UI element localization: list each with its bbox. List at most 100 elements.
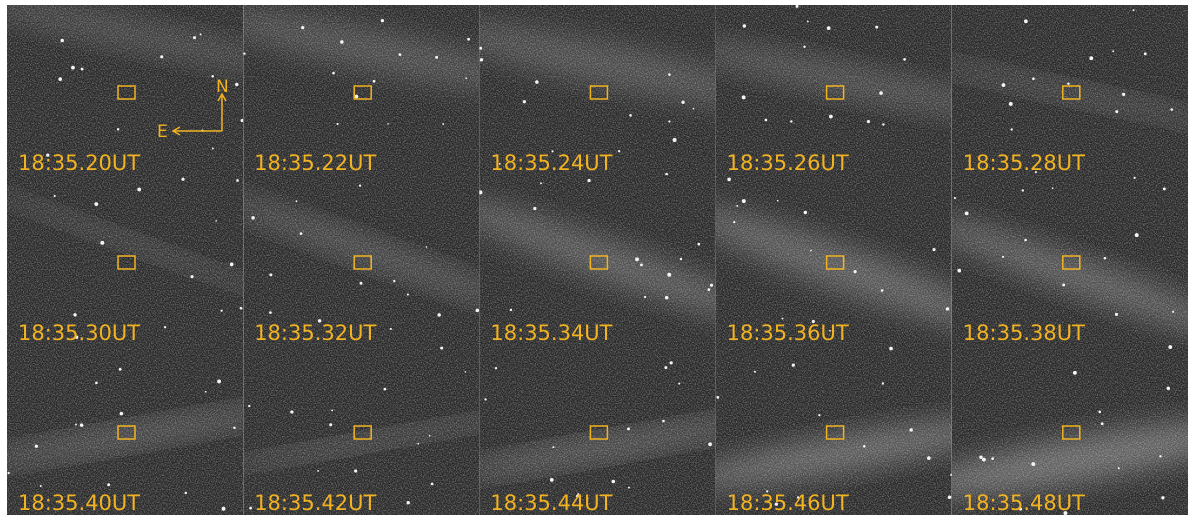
star [827, 26, 831, 30]
star [354, 469, 357, 472]
star [1144, 52, 1147, 55]
star [665, 296, 669, 300]
star [1089, 56, 1093, 60]
star [1104, 257, 1107, 260]
panel-grid: 18:35.20UT18:35.22UT18:35.24UT18:35.26UT… [0, 0, 1190, 515]
star [716, 396, 719, 399]
star [879, 91, 883, 95]
star [727, 178, 731, 182]
noise [243, 5, 479, 175]
star [792, 364, 795, 367]
star [668, 73, 671, 76]
star [467, 38, 470, 41]
star [991, 457, 994, 460]
star [777, 200, 779, 202]
star [1133, 9, 1135, 11]
star [736, 205, 738, 207]
star [927, 456, 931, 460]
star [1031, 462, 1035, 466]
noise [952, 5, 1188, 175]
star [329, 423, 332, 426]
timestamp-label: 18:35.46UT [727, 491, 849, 515]
star [217, 379, 221, 383]
star [618, 150, 620, 152]
star [982, 458, 986, 462]
star [673, 138, 677, 142]
star [1163, 187, 1166, 190]
star [200, 33, 202, 35]
star [221, 310, 223, 312]
star [95, 382, 98, 385]
star [393, 280, 395, 282]
star [670, 361, 673, 364]
star [331, 409, 333, 411]
star [373, 80, 376, 83]
star [8, 472, 10, 474]
star [243, 53, 245, 55]
figure: 18:35.20UT18:35.22UT18:35.24UT18:35.26UT… [0, 0, 1190, 516]
star [1101, 422, 1104, 425]
noise [716, 175, 952, 345]
star [100, 241, 104, 245]
star [765, 119, 768, 122]
star [407, 294, 409, 296]
star [743, 24, 746, 27]
star [635, 257, 639, 261]
star [881, 289, 884, 292]
star [215, 220, 217, 222]
star [1024, 239, 1027, 242]
star [697, 243, 700, 246]
star [160, 55, 163, 58]
timestamp-label: 18:35.34UT [490, 321, 612, 345]
star [853, 270, 856, 273]
timestamp-label: 18:35.36UT [727, 321, 849, 345]
star [681, 101, 684, 104]
star [54, 195, 56, 197]
star [296, 200, 298, 202]
timestamp-label: 18:35.22UT [254, 151, 376, 175]
star [882, 382, 884, 384]
star [1168, 345, 1172, 349]
star [1002, 256, 1004, 258]
star [510, 309, 512, 311]
noise [716, 345, 952, 515]
star [164, 326, 166, 328]
star [628, 487, 630, 489]
star [733, 221, 735, 223]
star [94, 202, 98, 206]
star [1011, 128, 1013, 130]
timestamp-label: 18:35.40UT [18, 491, 140, 515]
star [1052, 187, 1054, 189]
star [479, 47, 482, 50]
star [1024, 19, 1028, 23]
noise [479, 175, 715, 345]
star [1067, 82, 1069, 84]
star [1159, 455, 1161, 457]
star [810, 250, 812, 252]
star [1167, 387, 1170, 390]
star [664, 366, 667, 369]
star [181, 178, 184, 181]
timestamp-label: 18:35.26UT [727, 151, 849, 175]
star [185, 492, 187, 494]
star [137, 188, 141, 192]
star [359, 282, 362, 285]
star [829, 115, 833, 119]
star [399, 53, 402, 56]
star [484, 398, 486, 400]
star [932, 248, 935, 251]
star [1112, 50, 1114, 52]
star [426, 246, 428, 248]
star [790, 120, 792, 122]
star [290, 410, 293, 413]
noise [479, 345, 715, 515]
star [910, 428, 913, 431]
star [948, 495, 952, 499]
timestamp-label: 18:35.38UT [963, 321, 1085, 345]
star [476, 309, 480, 313]
star [117, 128, 119, 130]
star [533, 207, 536, 210]
star [495, 367, 497, 369]
star [707, 288, 710, 291]
star [552, 446, 554, 448]
